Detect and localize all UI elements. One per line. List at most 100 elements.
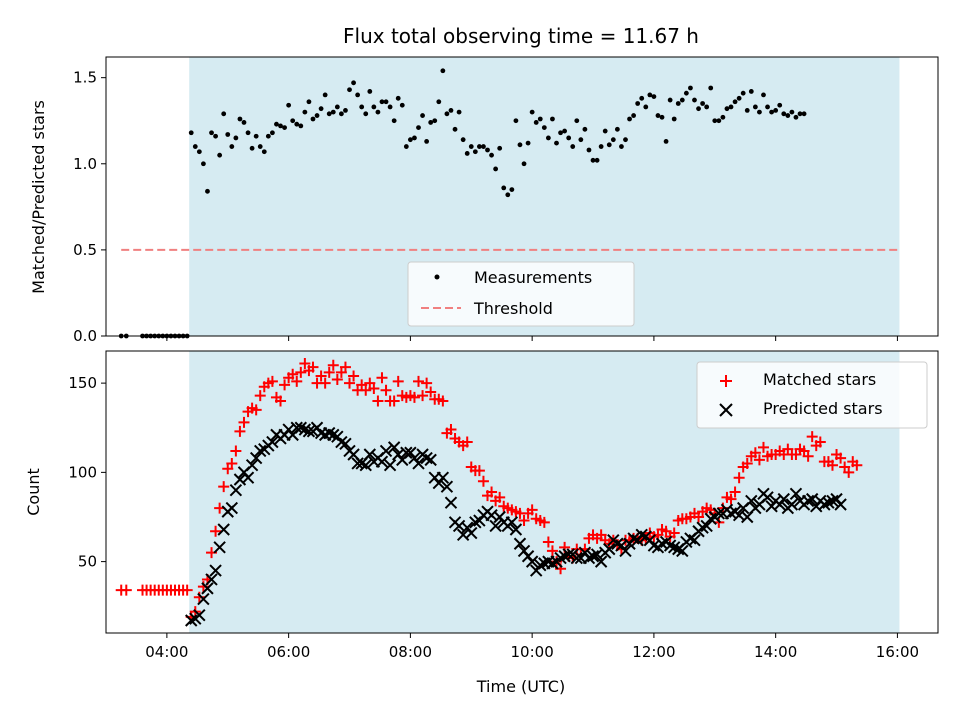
measurement-point bbox=[217, 152, 223, 158]
measurement-point bbox=[781, 111, 787, 117]
measurement-point bbox=[627, 116, 632, 122]
measurement-point bbox=[777, 102, 783, 108]
matched-star-point bbox=[279, 379, 291, 391]
x-axis: 04:00 06:00 08:00 10:00 12:00 14:00 16:00 bbox=[145, 633, 919, 661]
measurement-point bbox=[732, 99, 738, 105]
predicted-star-point bbox=[359, 459, 372, 472]
top-axes-frame bbox=[105, 56, 939, 337]
measurement-point bbox=[716, 118, 722, 124]
predicted-star-point bbox=[383, 459, 397, 472]
predicted-star-point bbox=[704, 512, 717, 525]
chart-title: Flux total observing time = 11.67 h bbox=[343, 24, 699, 48]
matched-star-point bbox=[315, 370, 327, 382]
measurement-point bbox=[326, 111, 332, 117]
matched-star-point bbox=[299, 357, 311, 369]
measurement-point bbox=[318, 106, 324, 112]
matched-star-point bbox=[421, 377, 433, 389]
legend-measurements-label: Measurements bbox=[474, 268, 592, 287]
matched-star-point bbox=[376, 372, 388, 384]
matched-star-point bbox=[218, 481, 230, 493]
top-legend: Measurements Threshold bbox=[407, 261, 635, 327]
measurement-point bbox=[720, 114, 726, 120]
measurement-point bbox=[407, 137, 413, 143]
measurement-point bbox=[643, 104, 649, 110]
measurement-point bbox=[444, 111, 450, 117]
measurement-point bbox=[602, 128, 608, 134]
matched-star-point bbox=[388, 395, 400, 407]
matched-star-point bbox=[181, 584, 193, 596]
predicted-star-point bbox=[745, 494, 758, 508]
measurement-point bbox=[416, 125, 421, 131]
measurement-point bbox=[582, 126, 588, 132]
top-y-tick-label: 1.5 bbox=[73, 69, 97, 87]
matched-star-point bbox=[729, 486, 741, 498]
measurement-point bbox=[387, 104, 393, 110]
matched-star-point bbox=[275, 395, 287, 407]
x-tick-label: 04:00 bbox=[145, 643, 188, 661]
measurement-point bbox=[399, 102, 405, 108]
matched-star-point bbox=[307, 361, 319, 373]
measurement-point bbox=[692, 97, 697, 103]
predicted-star-point bbox=[801, 494, 815, 508]
measurement-point bbox=[245, 130, 251, 136]
matched-star-point bbox=[319, 377, 331, 389]
predicted-star-point bbox=[509, 523, 523, 536]
x-tick-label: 10:00 bbox=[511, 643, 554, 661]
measurement-point bbox=[712, 118, 718, 124]
measurement-point bbox=[306, 99, 312, 105]
measurement-point bbox=[647, 92, 653, 98]
measurement-point bbox=[249, 145, 255, 151]
bottom-axes-frame bbox=[105, 350, 939, 634]
measurement-point bbox=[481, 144, 486, 149]
measurement-point bbox=[310, 116, 316, 122]
top-panel: 0.0 0.5 1.0 1.5 Matched/Predicted stars Mea… bbox=[29, 56, 939, 345]
matched-star-point bbox=[360, 384, 372, 396]
measurement-point bbox=[343, 107, 348, 113]
measurement-point bbox=[696, 106, 701, 112]
measurement-point bbox=[440, 68, 446, 74]
measurement-point bbox=[334, 104, 340, 110]
predicted-star-point bbox=[197, 592, 210, 606]
matched-star-point bbox=[494, 491, 506, 503]
predicted-star-point bbox=[444, 496, 458, 509]
predicted-star-point bbox=[302, 425, 316, 438]
matched-star-point bbox=[753, 454, 765, 466]
measurement-point bbox=[347, 87, 352, 93]
matched-star-point bbox=[295, 366, 307, 378]
x-tick-label: 14:00 bbox=[754, 643, 797, 661]
measurement-point bbox=[493, 166, 499, 172]
measurement-point bbox=[209, 130, 214, 136]
predicted-star-point bbox=[229, 484, 243, 497]
top-y-axis-label: Matched/Predicted stars bbox=[29, 100, 48, 294]
matched-star-point bbox=[372, 395, 384, 407]
measurement-point bbox=[578, 137, 584, 143]
measurement-point bbox=[261, 149, 267, 155]
measurement-point bbox=[497, 145, 503, 151]
predicted-star-point bbox=[627, 532, 640, 545]
matched-star-point bbox=[234, 425, 246, 437]
measurement-point bbox=[274, 121, 279, 127]
predicted-star-point bbox=[663, 539, 677, 552]
matched-star-point bbox=[538, 516, 550, 528]
measurement-point bbox=[472, 149, 478, 155]
measurement-point bbox=[432, 118, 438, 124]
measurement-point bbox=[257, 144, 263, 149]
predicted-star-point bbox=[635, 528, 648, 542]
measurement-point bbox=[598, 144, 604, 149]
measurement-point bbox=[225, 132, 231, 137]
measurement-point bbox=[501, 185, 507, 191]
measurement-point bbox=[537, 116, 543, 122]
measurement-point bbox=[452, 126, 458, 132]
measurement-point bbox=[196, 149, 202, 155]
predicted-star-point bbox=[412, 457, 425, 470]
legend-matched-marker bbox=[720, 375, 732, 387]
measurement-point bbox=[533, 120, 539, 125]
predicted-star-point bbox=[570, 551, 583, 565]
matched-star-point bbox=[425, 386, 437, 398]
measurement-point bbox=[704, 104, 710, 110]
predicted-star-point bbox=[582, 551, 596, 565]
predicted-star-point bbox=[217, 523, 230, 536]
measurement-point bbox=[241, 120, 247, 125]
predicted-star-point bbox=[789, 487, 803, 500]
